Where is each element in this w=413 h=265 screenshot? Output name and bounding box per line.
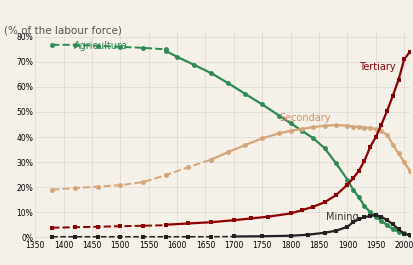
Text: Secondary: Secondary <box>279 113 330 123</box>
Text: Tertiary: Tertiary <box>358 62 394 72</box>
Text: Mining: Mining <box>325 212 358 222</box>
Text: Agriculture: Agriculture <box>74 41 127 51</box>
Text: (% of the labour force): (% of the labour force) <box>4 25 122 35</box>
